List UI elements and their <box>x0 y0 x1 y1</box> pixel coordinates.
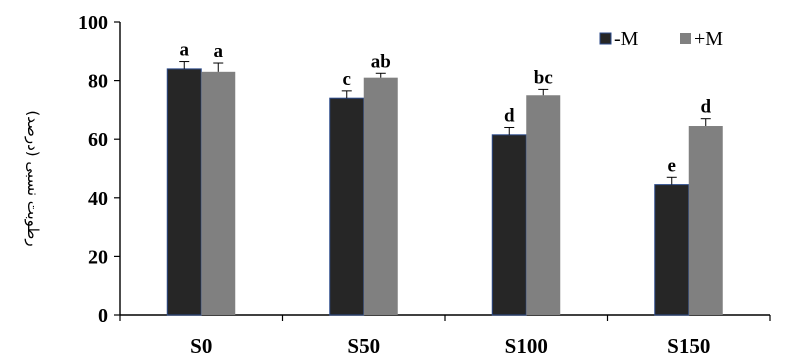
significance-label: ab <box>371 51 391 72</box>
bar-plus-m-s150 <box>688 126 723 315</box>
significance-label: e <box>668 155 676 176</box>
legend-swatch-minus-m <box>599 32 612 45</box>
legend: -M +M <box>599 28 723 50</box>
legend-label-minus-m: -M <box>614 28 639 50</box>
y-tick-label: 20 <box>88 246 108 268</box>
legend-swatch-plus-m <box>680 33 691 44</box>
significance-label: c <box>343 69 351 90</box>
bar-minus-m-s0 <box>166 68 202 316</box>
y-tick-label: 40 <box>88 188 108 210</box>
significance-label: a <box>214 41 224 62</box>
y-tick-label: 80 <box>88 71 108 93</box>
bar-minus-m-s50 <box>329 97 365 316</box>
bar-minus-m-s100 <box>491 134 527 316</box>
x-category-label: S0 <box>190 334 212 358</box>
x-category-label: S50 <box>347 334 380 358</box>
significance-label: bc <box>534 67 553 88</box>
bar-plus-m-s50 <box>363 77 398 315</box>
significance-label: d <box>504 105 515 126</box>
bar-minus-m-s150 <box>654 184 690 316</box>
significance-label: d <box>700 97 711 118</box>
y-tick-label: 60 <box>88 129 108 151</box>
x-category-label: S100 <box>505 334 548 358</box>
legend-label-plus-m: +M <box>694 28 723 50</box>
y-axis-title: رطوبت نسبی (درصد) <box>24 110 42 246</box>
bar-plus-m-s0 <box>201 71 236 315</box>
y-tick-label: 100 <box>78 12 108 34</box>
x-category-label: S150 <box>667 334 710 358</box>
y-tick-label: 0 <box>98 305 108 327</box>
bar-plus-m-s100 <box>526 95 561 315</box>
significance-label: a <box>180 40 190 61</box>
